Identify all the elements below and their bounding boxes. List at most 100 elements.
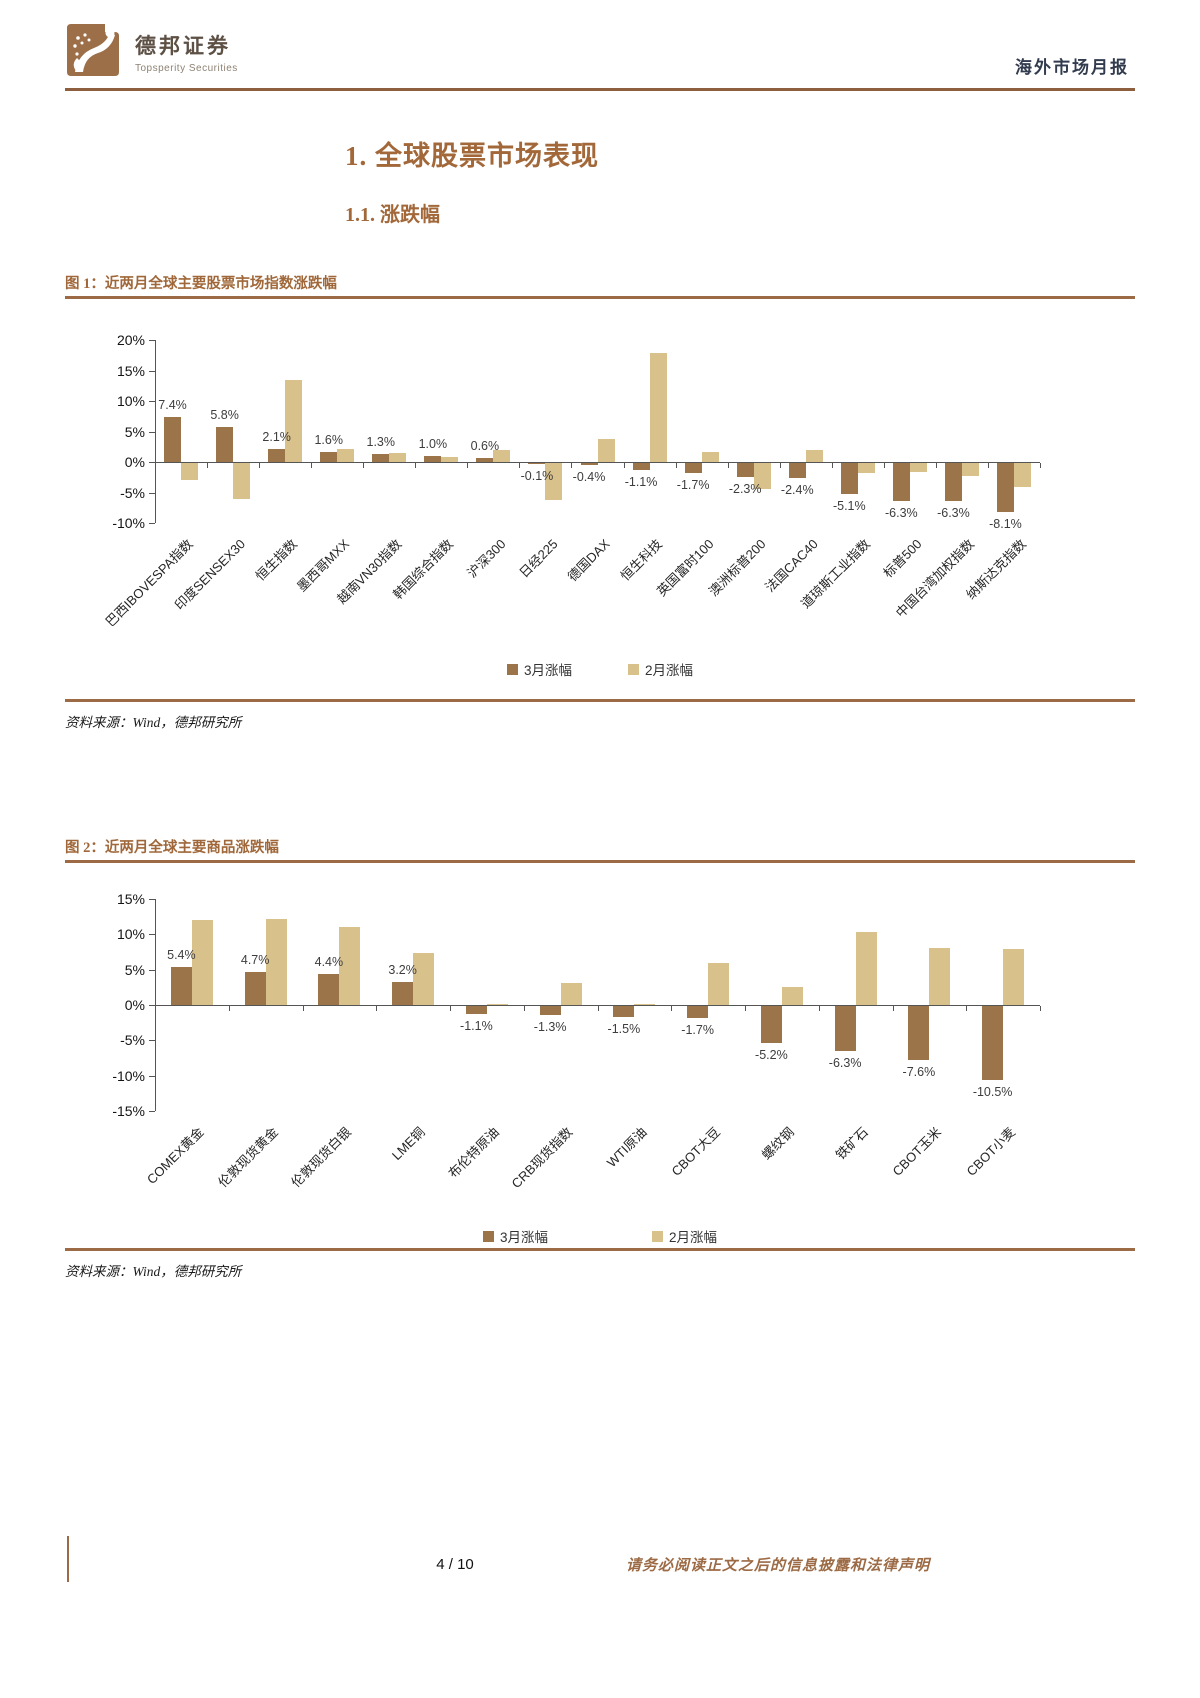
topsperity-logo-icon <box>65 22 121 78</box>
legend-swatch-icon <box>506 663 518 675</box>
bar-february <box>857 463 875 473</box>
category-label: 恒生指数 <box>252 536 301 584</box>
x-axis-tick <box>571 463 573 468</box>
x-axis-tick <box>523 1006 525 1012</box>
x-axis-line <box>155 1005 1040 1007</box>
bar-march <box>170 966 192 1006</box>
legend-swatch-icon <box>482 1230 494 1242</box>
bar-march <box>982 1006 1004 1081</box>
bar-march <box>944 463 962 502</box>
bar-february <box>181 463 199 481</box>
x-axis-tick <box>623 463 625 468</box>
y-axis-tick <box>149 1040 155 1042</box>
page-number: 4 / 10 <box>436 1556 474 1573</box>
bar-value-label: 1.6% <box>314 433 343 448</box>
x-axis-tick <box>311 463 313 468</box>
x-axis-tick <box>987 463 989 468</box>
y-axis-label: -10% <box>112 1067 145 1084</box>
legend-label: 3月涨幅 <box>523 663 572 678</box>
bar-march <box>736 463 754 478</box>
category-label: 恒生科技 <box>617 536 665 584</box>
bar-value-label: 1.3% <box>366 435 396 450</box>
bar-february <box>1013 463 1031 488</box>
bar-value-label: 7.4% <box>158 397 187 412</box>
bar-value-label: -6.3% <box>937 506 970 521</box>
category-label: 铁矿石 <box>832 1124 871 1163</box>
bar-february <box>909 463 927 472</box>
y-axis-label: 15% <box>116 891 145 907</box>
figure-1-chart: 20% 15% 10% 5% 0% -5% -10% 7.4% 巴西IBOVESPA指数 5.8%… <box>65 299 1135 699</box>
bar-february <box>597 438 615 462</box>
y-axis-label: 0% <box>124 997 145 1014</box>
y-axis-label: -5% <box>120 1032 145 1049</box>
report-type-label: 海外市场月报 <box>1015 58 1129 77</box>
bar-february <box>781 987 803 1006</box>
category-label: CBOT小麦 <box>963 1124 1019 1179</box>
y-axis-label: 10% <box>116 393 145 409</box>
bar-march <box>996 463 1014 513</box>
x-axis-tick <box>259 463 261 468</box>
bar-march <box>392 982 414 1006</box>
bar-february <box>855 931 877 1006</box>
bar-value-label: -7.6% <box>902 1064 936 1079</box>
x-axis-tick <box>727 463 729 468</box>
y-axis-label: 0% <box>124 454 145 470</box>
bar-march <box>268 449 286 462</box>
bar-value-label: 5.4% <box>167 947 196 962</box>
bar-february <box>413 952 435 1006</box>
bar-value-label: -1.3% <box>533 1020 567 1035</box>
bar-february <box>701 452 719 462</box>
category-label: WTI原油 <box>603 1124 650 1171</box>
y-axis-line <box>155 340 156 523</box>
bar-march <box>528 463 546 464</box>
x-axis-tick <box>450 1006 451 1012</box>
bar-march <box>465 1006 487 1014</box>
x-axis-tick <box>966 1006 968 1012</box>
subsection-heading: 1.1. 涨跌幅 <box>345 204 440 226</box>
y-axis-tick <box>149 899 155 900</box>
bar-value-label: -8.1% <box>989 517 1022 532</box>
x-axis-tick <box>597 1006 599 1012</box>
figure-1-bottom-rule <box>65 699 1135 702</box>
bar-value-label: 0.6% <box>470 439 500 454</box>
y-axis-label: 5% <box>124 423 145 440</box>
bar-february <box>753 463 771 489</box>
bar-march <box>760 1006 782 1043</box>
bar-march <box>318 973 340 1006</box>
bar-value-label: 4.7% <box>240 952 270 967</box>
figure-2-title: 图 2：近两月全球主要商品涨跌幅 <box>65 840 279 856</box>
figure-1-title: 图 1：近两月全球主要股票市场指数涨跌幅 <box>65 276 337 292</box>
brand-name-en: Topsperity Securities <box>135 63 238 74</box>
bar-february <box>339 927 361 1006</box>
bar-february <box>708 962 730 1006</box>
category-label: 标普500 <box>880 536 925 581</box>
y-axis-label: -5% <box>120 484 145 501</box>
bar-value-label: 2.1% <box>262 430 291 445</box>
bar-march <box>840 463 858 495</box>
bar-value-label: -5.2% <box>755 1047 788 1062</box>
y-axis-tick <box>149 523 155 524</box>
bar-march <box>424 455 442 462</box>
legend-label: 2月涨幅 <box>669 1230 718 1245</box>
bar-march <box>164 416 182 462</box>
x-axis-tick <box>302 1006 304 1012</box>
figure-2-source: 资料来源：Wind，德邦研究所 <box>65 1264 242 1279</box>
section-heading: 1. 全球股票市场表现 <box>345 141 599 171</box>
x-axis-tick <box>1040 463 1041 468</box>
x-axis-tick <box>155 463 156 468</box>
bar-march <box>892 463 910 502</box>
brand-block: 德邦证券 Topsperity Securities <box>135 30 238 74</box>
bar-value-label: -1.7% <box>681 1023 714 1038</box>
bar-value-label: 5.8% <box>210 407 239 422</box>
bar-february <box>929 948 951 1006</box>
category-label: CBOT大豆 <box>668 1124 724 1179</box>
bar-value-label: -1.5% <box>607 1021 641 1036</box>
figure-2: 图 2：近两月全球主要商品涨跌幅 15% 10% 5% 0% -5% -10% -15% 5.… <box>65 836 1135 1280</box>
bar-value-label: -1.1% <box>624 474 658 489</box>
bar-march <box>320 452 338 462</box>
category-label: CBOT玉米 <box>889 1124 945 1179</box>
category-label: 伦敦现货黄金 <box>214 1124 281 1191</box>
figure-2-chart: 15% 10% 5% 0% -5% -10% -15% 5.4% COMEX黄金 4.7% 伦敦现货… <box>65 863 1135 1248</box>
bar-value-label: -6.3% <box>885 506 918 521</box>
x-axis-tick <box>376 1006 378 1012</box>
